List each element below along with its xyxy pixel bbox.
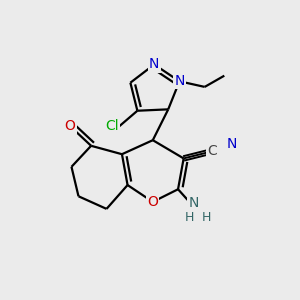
Text: N: N — [226, 137, 236, 152]
Text: C: C — [207, 144, 217, 158]
Text: O: O — [147, 195, 158, 209]
Text: N: N — [188, 196, 199, 210]
Text: N: N — [174, 74, 184, 88]
Text: N: N — [149, 58, 159, 71]
Text: H: H — [184, 211, 194, 224]
Text: O: O — [64, 119, 76, 133]
Text: H: H — [201, 211, 211, 224]
Text: Cl: Cl — [105, 119, 119, 133]
